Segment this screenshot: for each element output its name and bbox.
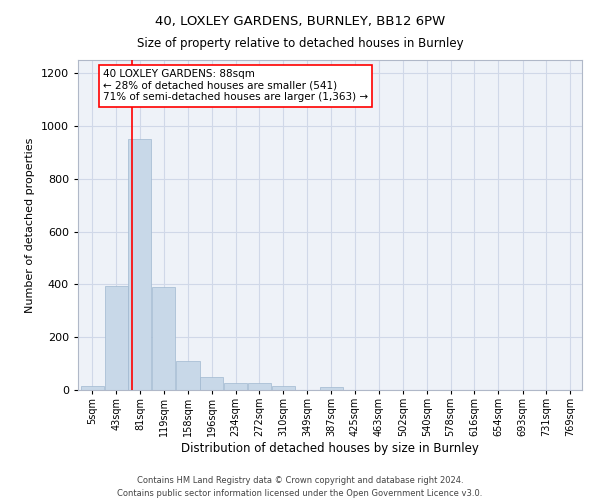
Bar	[248, 384, 271, 390]
Bar	[81, 386, 104, 390]
Text: Contains HM Land Registry data © Crown copyright and database right 2024.
Contai: Contains HM Land Registry data © Crown c…	[118, 476, 482, 498]
Bar	[320, 388, 343, 390]
Bar	[152, 287, 175, 390]
Bar	[104, 286, 128, 390]
Text: 40, LOXLEY GARDENS, BURNLEY, BB12 6PW: 40, LOXLEY GARDENS, BURNLEY, BB12 6PW	[155, 15, 445, 28]
X-axis label: Distribution of detached houses by size in Burnley: Distribution of detached houses by size …	[181, 442, 479, 455]
Text: Size of property relative to detached houses in Burnley: Size of property relative to detached ho…	[137, 38, 463, 51]
Bar	[128, 139, 151, 390]
Bar	[200, 377, 223, 390]
Bar	[272, 386, 295, 390]
Text: 40 LOXLEY GARDENS: 88sqm
← 28% of detached houses are smaller (541)
71% of semi-: 40 LOXLEY GARDENS: 88sqm ← 28% of detach…	[103, 69, 368, 102]
Bar	[224, 384, 247, 390]
Bar	[176, 361, 200, 390]
Y-axis label: Number of detached properties: Number of detached properties	[25, 138, 35, 312]
